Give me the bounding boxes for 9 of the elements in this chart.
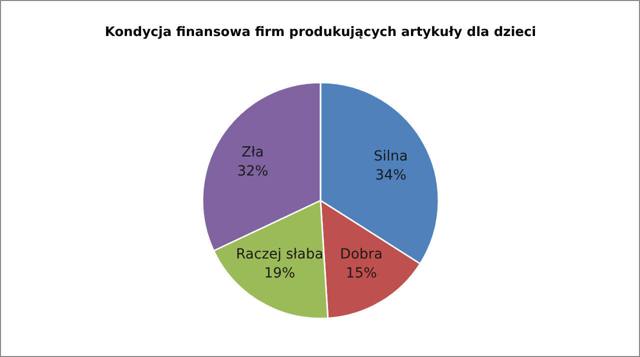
slice-label: Silna: [374, 148, 408, 164]
slice-label: Raczej słaba: [236, 246, 324, 262]
data-label: 32%: [237, 163, 268, 180]
data-label: 34%: [375, 167, 406, 184]
slice-label: Dobra: [340, 246, 383, 262]
slice-label: Zła: [242, 144, 264, 160]
data-label: 15%: [346, 265, 377, 282]
data-label: 19%: [264, 265, 296, 282]
chart-title: Kondycja finansowa firm produkujących artykuły dla dzieci: [104, 25, 536, 40]
